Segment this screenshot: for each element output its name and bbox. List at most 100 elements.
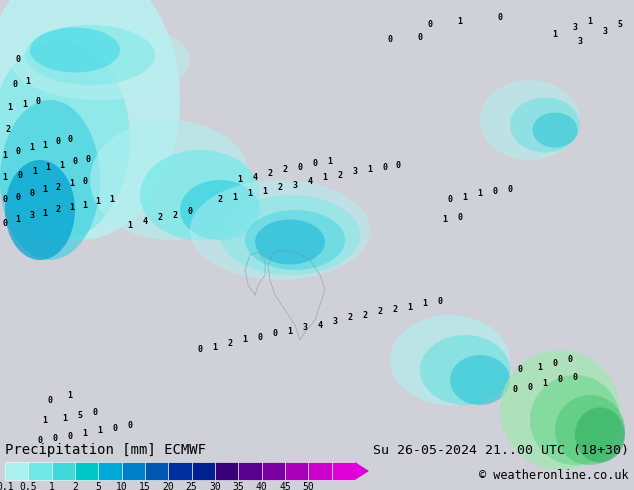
Text: 1: 1 — [3, 173, 8, 182]
Text: 1: 1 — [110, 196, 115, 204]
Text: 5: 5 — [77, 411, 82, 419]
Text: 0: 0 — [188, 207, 193, 217]
Text: © weatheronline.co.uk: © weatheronline.co.uk — [479, 469, 629, 482]
Text: 3: 3 — [292, 180, 297, 190]
Ellipse shape — [500, 350, 620, 470]
Text: Su 26-05-2024 21..00 UTC (18+30): Su 26-05-2024 21..00 UTC (18+30) — [373, 444, 629, 457]
Text: 0: 0 — [552, 359, 557, 368]
Bar — [169, 462, 191, 480]
Text: 0: 0 — [86, 155, 91, 165]
Ellipse shape — [90, 120, 250, 240]
Text: 2: 2 — [377, 308, 382, 317]
Bar — [215, 462, 238, 480]
Text: 0: 0 — [313, 160, 318, 169]
Text: 3: 3 — [353, 168, 358, 176]
Text: 1: 1 — [42, 416, 48, 424]
Text: 0: 0 — [418, 33, 422, 43]
Bar — [191, 462, 215, 480]
Text: 0: 0 — [507, 186, 512, 195]
Text: 3: 3 — [573, 24, 578, 32]
Text: 1: 1 — [368, 166, 373, 174]
Text: 2: 2 — [56, 182, 60, 192]
Text: 4: 4 — [318, 320, 323, 329]
Text: 0: 0 — [72, 157, 77, 167]
Text: 0: 0 — [3, 196, 8, 204]
Text: 0: 0 — [53, 434, 58, 442]
Text: 1: 1 — [32, 168, 37, 176]
Bar — [332, 462, 355, 480]
Text: 1: 1 — [422, 299, 427, 309]
Ellipse shape — [420, 335, 510, 405]
Text: 0.1: 0.1 — [0, 482, 14, 490]
Text: 1: 1 — [30, 144, 34, 152]
Text: 1: 1 — [96, 197, 101, 206]
Text: 45: 45 — [279, 482, 291, 490]
Ellipse shape — [390, 315, 510, 405]
Text: 1: 1 — [328, 157, 332, 167]
Text: 0: 0 — [13, 80, 18, 90]
Text: 1: 1 — [242, 336, 247, 344]
Ellipse shape — [480, 80, 580, 160]
Ellipse shape — [30, 27, 120, 73]
Ellipse shape — [450, 355, 510, 405]
Text: 1: 1 — [262, 187, 268, 196]
Bar — [51, 462, 75, 480]
Text: 0: 0 — [67, 136, 72, 145]
Ellipse shape — [555, 395, 625, 465]
Text: 1: 1 — [42, 141, 48, 149]
Text: 2: 2 — [72, 482, 78, 490]
Bar — [285, 462, 308, 480]
Text: 0: 0 — [18, 171, 22, 179]
Text: 1: 1 — [49, 482, 55, 490]
Text: 0: 0 — [396, 161, 401, 170]
Text: 1: 1 — [67, 391, 72, 399]
Text: 2: 2 — [363, 311, 368, 319]
Text: 0: 0 — [15, 55, 20, 65]
Text: 2: 2 — [347, 314, 353, 322]
Text: 0: 0 — [67, 432, 72, 441]
Text: 0: 0 — [458, 213, 462, 221]
Ellipse shape — [25, 25, 155, 85]
Text: 2: 2 — [157, 214, 162, 222]
Text: 0: 0 — [512, 386, 517, 394]
Text: 1: 1 — [408, 302, 413, 312]
Text: 1: 1 — [323, 173, 328, 182]
Text: 15: 15 — [139, 482, 151, 490]
Text: 1: 1 — [543, 379, 548, 389]
Text: 1: 1 — [42, 209, 48, 218]
Text: 20: 20 — [162, 482, 174, 490]
Text: 0: 0 — [573, 373, 578, 383]
Text: 0: 0 — [30, 189, 34, 197]
Ellipse shape — [0, 0, 180, 240]
Text: 1: 1 — [127, 220, 133, 229]
Ellipse shape — [255, 220, 325, 265]
Bar — [75, 462, 98, 480]
Text: 0: 0 — [567, 356, 573, 365]
Text: 1: 1 — [3, 150, 8, 160]
Text: 35: 35 — [233, 482, 244, 490]
Text: 1: 1 — [477, 190, 482, 198]
Text: 1: 1 — [82, 428, 87, 438]
Text: 0: 0 — [427, 21, 432, 29]
Ellipse shape — [5, 160, 75, 260]
Text: 0: 0 — [498, 14, 503, 23]
Text: 0: 0 — [257, 333, 262, 342]
Text: 2: 2 — [392, 305, 398, 315]
Text: 1: 1 — [247, 190, 252, 198]
Text: 1: 1 — [238, 175, 242, 185]
Bar — [238, 462, 262, 480]
Text: 0: 0 — [37, 436, 42, 444]
Text: 1: 1 — [25, 77, 30, 87]
Text: 0: 0 — [273, 329, 278, 339]
Text: 0.5: 0.5 — [20, 482, 37, 490]
Bar — [98, 462, 122, 480]
Text: 2: 2 — [56, 205, 60, 215]
Text: 0: 0 — [517, 366, 522, 374]
Ellipse shape — [0, 40, 130, 240]
Text: 1: 1 — [552, 30, 557, 40]
Text: 25: 25 — [186, 482, 198, 490]
Bar — [122, 462, 145, 480]
Text: 50: 50 — [302, 482, 314, 490]
Text: 1: 1 — [212, 343, 217, 351]
Text: 0: 0 — [297, 163, 302, 172]
